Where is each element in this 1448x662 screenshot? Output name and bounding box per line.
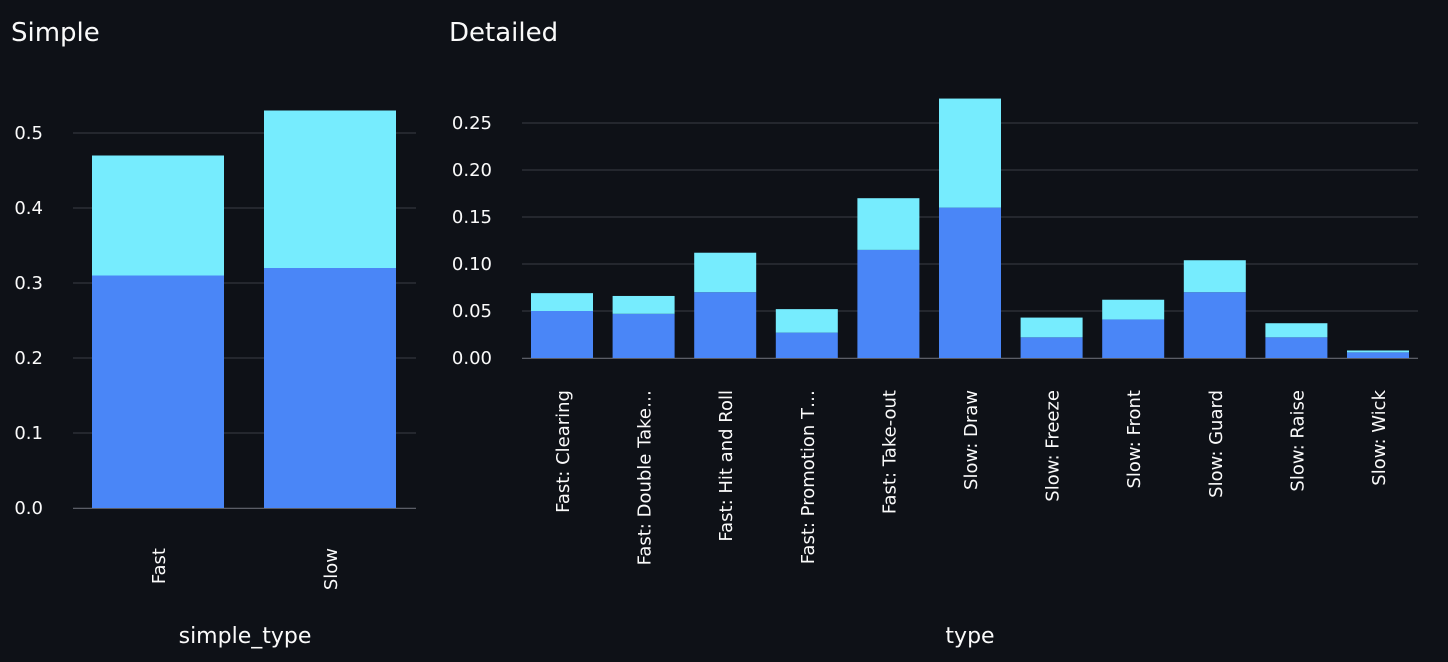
detailed-bar-lower <box>531 311 593 358</box>
simple-x-tick-label: Slow <box>321 548 342 590</box>
detailed-bar-upper <box>1102 299 1165 320</box>
detailed-bar-lower <box>1265 337 1328 358</box>
simple-y-tick-label: 0.4 <box>14 198 43 219</box>
detailed-x-tick-label: Slow: Freeze <box>1043 390 1064 502</box>
detailed-bar-lower <box>775 332 838 358</box>
detailed-bar-lower <box>857 249 920 358</box>
detailed-bar-upper <box>694 252 757 293</box>
detailed-x-tick-label: Slow: Front <box>1124 390 1145 489</box>
detailed-bar-upper <box>1020 317 1083 338</box>
detailed-bar-upper <box>939 98 1001 208</box>
detailed-y-tick-label: 0.00 <box>452 348 492 369</box>
detailed-bar-lower <box>1020 337 1083 358</box>
detailed-y-tick-label: 0.10 <box>452 254 492 275</box>
detailed-bar-upper <box>612 295 675 314</box>
detailed-bar-lower <box>1347 352 1409 358</box>
detailed-bar-lower <box>1102 319 1165 358</box>
detailed-y-tick-label: 0.20 <box>452 160 492 181</box>
simple-y-tick-label: 0.3 <box>14 273 43 294</box>
detailed-y-tick-label: 0.05 <box>452 301 492 322</box>
simple-y-tick-label: 0.5 <box>14 123 43 144</box>
detailed-bar-lower <box>612 313 675 358</box>
detailed-bar-upper <box>1265 323 1328 338</box>
simple-bar-lower <box>264 268 396 508</box>
simple-y-tick-label: 0.0 <box>14 498 43 519</box>
detailed-x-tick-label: Fast: Double Take… <box>635 390 656 565</box>
detailed-bar-upper <box>531 293 593 311</box>
detailed-bar-upper <box>775 309 838 333</box>
detailed-y-tick-label: 0.15 <box>452 207 492 228</box>
chart-title-detailed: Detailed <box>449 18 559 48</box>
detailed-x-tick-label: Slow: Draw <box>961 390 982 490</box>
simple-bar-lower <box>92 275 224 508</box>
detailed-x-tick-label: Fast: Hit and Roll <box>716 390 737 542</box>
detailed-bar-upper <box>857 198 920 250</box>
detailed-y-tick-label: 0.25 <box>452 113 492 134</box>
detailed-x-axis-title: type <box>945 624 994 649</box>
chart-title-simple: Simple <box>11 18 100 48</box>
simple-y-tick-label: 0.2 <box>14 348 43 369</box>
simple-bar-upper <box>92 155 224 276</box>
detailed-bar-upper <box>1183 260 1246 293</box>
simple-y-tick-label: 0.1 <box>14 423 43 444</box>
detailed-x-tick-label: Slow: Guard <box>1206 390 1227 498</box>
detailed-bar-lower <box>694 292 757 358</box>
detailed-bar-lower <box>939 207 1001 358</box>
detailed-bar-lower <box>1183 292 1246 358</box>
simple-bar-upper <box>264 110 396 268</box>
detailed-x-tick-label: Slow: Raise <box>1287 390 1308 492</box>
simple-x-tick-label: Fast <box>149 548 170 584</box>
detailed-x-tick-label: Slow: Wick <box>1369 389 1390 485</box>
detailed-x-tick-label: Fast: Clearing <box>553 390 574 513</box>
detailed-x-tick-label: Fast: Promotion T… <box>798 390 819 564</box>
simple-x-axis-title: simple_type <box>179 624 312 649</box>
detailed-bar-upper <box>1347 350 1409 353</box>
detailed-x-tick-label: Fast: Take-out <box>879 390 900 514</box>
